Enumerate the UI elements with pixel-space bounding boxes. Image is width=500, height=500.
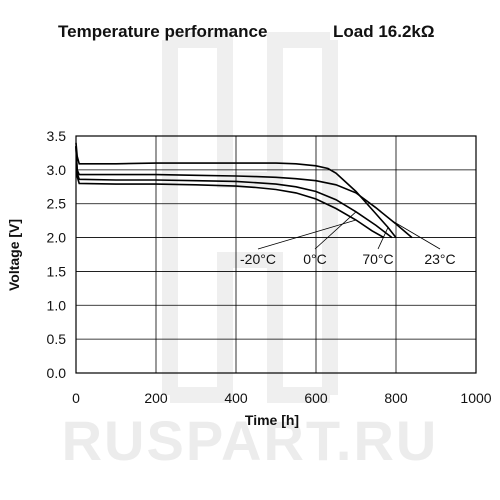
annotation-label: 23°C: [424, 251, 455, 267]
series-group: [75, 142, 413, 239]
annotation-leader: [377, 227, 389, 250]
annotations: -20°C 0°C 70°C 23°C: [240, 211, 456, 267]
annotation-label: -20°C: [240, 251, 276, 267]
y-tick-label: 1.5: [47, 263, 67, 279]
series-line-1: [75, 146, 385, 239]
y-tick-label: 3.5: [47, 128, 67, 144]
series-line-2: [75, 146, 393, 239]
x-tick-label: 800: [384, 390, 408, 406]
y-tick-label: 0.5: [47, 331, 67, 347]
y-tick-label: 0.0: [47, 365, 67, 381]
y-tick-label: 3.0: [47, 162, 67, 178]
y-axis: 0.0 0.5 1.0 1.5 2.0 2.5 3.0 3.5: [47, 128, 67, 381]
chart-subtitle: Load 16.2kΩ: [333, 22, 435, 41]
annotation-label: 0°C: [303, 251, 327, 267]
x-tick-label: 400: [224, 390, 248, 406]
x-tick-label: 600: [304, 390, 328, 406]
x-tick-label: 0: [72, 390, 80, 406]
y-tick-label: 2.5: [47, 196, 67, 212]
series-line-3: [75, 142, 397, 239]
annotation-label: 70°C: [362, 251, 393, 267]
y-axis-label: Voltage [V]: [6, 219, 22, 291]
plot-frame: [75, 135, 477, 374]
annotation-leader: [257, 219, 357, 250]
series-line-4: [75, 146, 413, 239]
watermark-emblem: [162, 32, 338, 403]
x-tick-label: 1000: [460, 390, 491, 406]
watermark-text: RUSPART.RU: [62, 409, 439, 472]
x-axis: 0 200 400 600 800 1000: [72, 390, 492, 406]
annotation-leader: [391, 220, 441, 250]
chart-title: Temperature performance: [58, 22, 267, 41]
y-tick-label: 2.0: [47, 230, 67, 246]
x-axis-label: Time [h]: [245, 412, 299, 428]
grid: [76, 136, 476, 373]
y-tick-label: 1.0: [47, 297, 67, 313]
x-tick-label: 200: [144, 390, 168, 406]
annotation-leader: [314, 211, 357, 250]
